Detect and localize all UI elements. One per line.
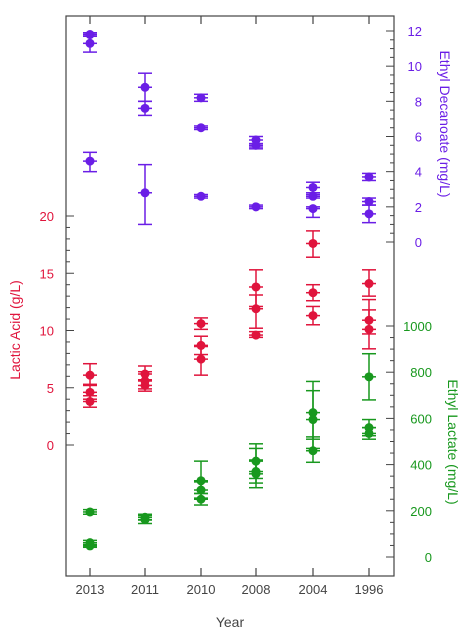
- data-point: [85, 507, 95, 517]
- right-lower-axis-tick-label: 0: [425, 550, 432, 565]
- data-point: [196, 494, 206, 504]
- data-point: [308, 182, 318, 192]
- marks-layer: [83, 30, 376, 551]
- data-point: [364, 372, 374, 382]
- left-axis-tick-label: 10: [40, 324, 54, 339]
- data-point: [196, 485, 206, 495]
- data-point: [85, 156, 95, 166]
- right-lower-axis-title: Ethyl Lactate (mg/L): [445, 379, 461, 504]
- data-point: [85, 387, 95, 397]
- series-lactate: [83, 352, 376, 551]
- data-point: [196, 319, 206, 329]
- right-lower-axis-tick-label: 400: [410, 458, 432, 473]
- data-point: [196, 340, 206, 350]
- right-upper-axis-tick-label: 12: [408, 24, 422, 39]
- data-point: [85, 38, 95, 48]
- data-point: [251, 330, 261, 340]
- data-point: [196, 93, 206, 103]
- right-upper-axis-tick-label: 8: [415, 94, 422, 109]
- left-axis-tick-label: 0: [47, 438, 54, 453]
- right-upper-axis-tick-label: 10: [408, 59, 422, 74]
- data-point: [140, 188, 150, 198]
- data-point: [140, 103, 150, 113]
- data-point: [308, 191, 318, 201]
- series-lactic: [83, 230, 376, 408]
- data-point: [308, 288, 318, 298]
- left-axis-tick-label: 20: [40, 209, 54, 224]
- x-tick-label: 2004: [299, 582, 328, 597]
- data-point: [308, 204, 318, 214]
- right-lower-axis-tick-label: 200: [410, 504, 432, 519]
- data-point: [251, 140, 261, 150]
- data-point: [140, 380, 150, 390]
- right-upper-axis-tick-label: 4: [415, 165, 422, 180]
- data-point: [308, 446, 318, 456]
- plot-frame: [65, 15, 395, 577]
- right-upper-axis-tick-label: 6: [415, 130, 422, 145]
- data-point: [196, 476, 206, 486]
- series-decanoate: [83, 30, 376, 226]
- data-point: [140, 515, 150, 525]
- data-point: [196, 123, 206, 133]
- right-lower-axis-tick-label: 600: [410, 411, 432, 426]
- left-axis-tick-label: 15: [40, 266, 54, 281]
- data-point: [364, 428, 374, 438]
- data-point: [140, 82, 150, 92]
- data-point: [364, 279, 374, 289]
- x-tick-label: 2011: [131, 582, 159, 597]
- right-upper-axis-tick-label: 0: [415, 235, 422, 250]
- left-axis-tick-label: 5: [47, 381, 54, 396]
- data-point: [196, 191, 206, 201]
- category-ticks: 2013 2011 2010 2008 2004 1996: [76, 16, 384, 597]
- data-point: [364, 209, 374, 219]
- data-point: [251, 469, 261, 479]
- right-lower-axis-tick-label: 800: [410, 365, 432, 380]
- data-point: [196, 354, 206, 364]
- left-axis-title: Lactic Acid (g/L): [7, 280, 23, 380]
- data-point: [85, 370, 95, 380]
- data-point: [364, 172, 374, 182]
- x-tick-label: 2013: [76, 582, 105, 597]
- data-point: [251, 202, 261, 212]
- data-point: [85, 541, 95, 551]
- right-lower-axis-tick-label: 1000: [403, 319, 432, 334]
- data-point: [308, 415, 318, 425]
- data-point: [251, 282, 261, 292]
- x-tick-label: 2010: [187, 582, 216, 597]
- x-tick-label: 2008: [242, 582, 271, 597]
- data-point: [308, 311, 318, 321]
- x-axis-title: Year: [216, 614, 245, 630]
- data-point: [308, 238, 318, 248]
- right-upper-axis-tick-label: 2: [415, 200, 422, 215]
- x-tick-label: 1996: [355, 582, 384, 597]
- data-point: [85, 396, 95, 406]
- data-point: [364, 197, 374, 207]
- right-upper-axis-title: Ethyl Decanoate (mg/L): [437, 50, 453, 197]
- data-point: [251, 304, 261, 314]
- data-point: [364, 324, 374, 334]
